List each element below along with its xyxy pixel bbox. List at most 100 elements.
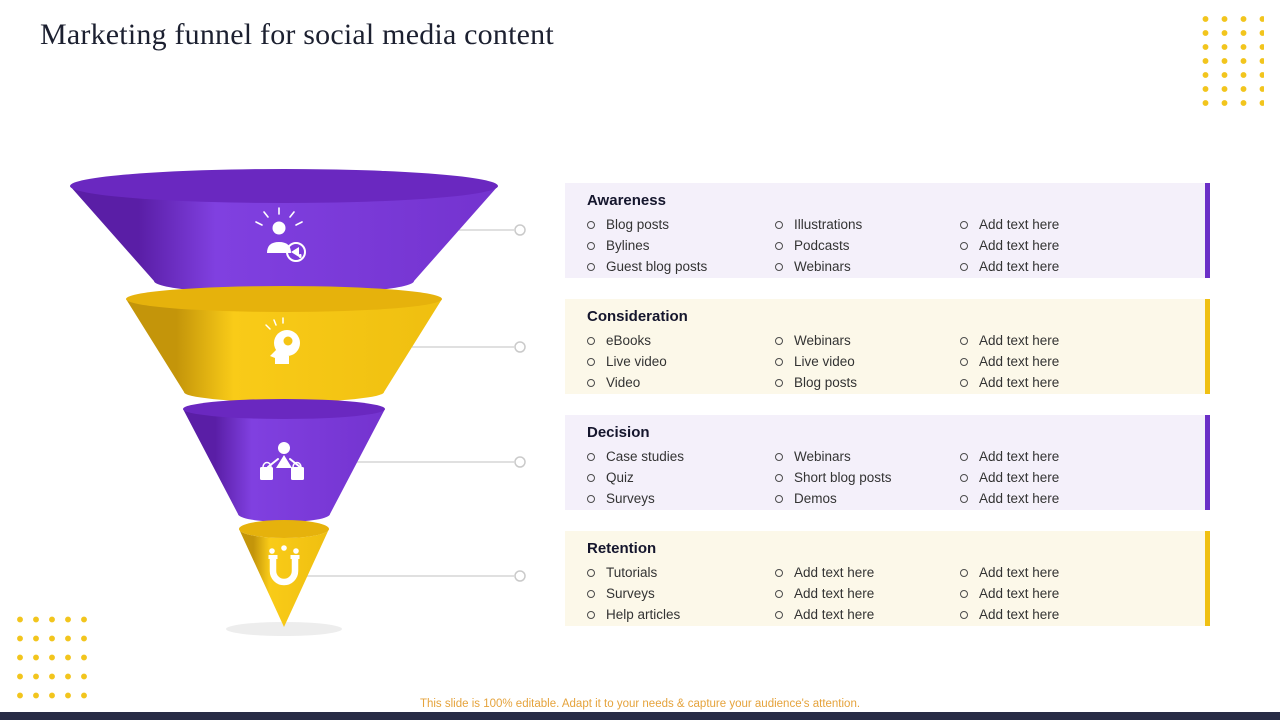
placeholder-text[interactable]: Add text here — [794, 565, 875, 580]
list-item: Demos — [775, 488, 960, 509]
bullet-icon — [960, 336, 968, 345]
list-item: Webinars — [775, 446, 960, 467]
section-columns: Blog posts Bylines Guest blog posts Illu… — [587, 214, 1192, 277]
placeholder-text[interactable]: Add text here — [979, 470, 1060, 485]
placeholder-text[interactable]: Add text here — [979, 375, 1060, 390]
list-item: Bylines — [587, 235, 775, 256]
section-column: Add text here Add text here Add text her… — [960, 562, 1192, 625]
slide-title: Marketing funnel for social media conten… — [40, 18, 554, 51]
connector-dots — [514, 224, 526, 582]
connector-lines — [307, 229, 514, 577]
section-column: Webinars Short blog posts Demos — [775, 446, 960, 509]
accent-bar — [1205, 531, 1210, 626]
item-label: Demos — [794, 491, 837, 506]
item-label: Live video — [606, 354, 667, 369]
section-column: Webinars Live video Blog posts — [775, 330, 960, 393]
section-decision: Decision Case studies Quiz Surveys Webin… — [565, 415, 1210, 510]
list-item: Blog posts — [587, 214, 775, 235]
list-item[interactable]: Add text here — [775, 583, 960, 604]
bullet-icon — [960, 568, 968, 577]
funnel-stage-retention — [239, 520, 329, 627]
accent-bar — [1205, 183, 1210, 278]
bullet-icon — [775, 452, 783, 461]
list-item[interactable]: Add text here — [960, 583, 1192, 604]
section-title: Decision — [587, 424, 650, 441]
section-title: Consideration — [587, 308, 688, 325]
bullet-icon — [587, 452, 595, 461]
bullet-icon — [960, 262, 968, 271]
bullet-icon — [775, 220, 783, 229]
bullet-icon — [960, 220, 968, 229]
bullet-icon — [960, 494, 968, 503]
item-label: Blog posts — [794, 375, 858, 390]
list-item[interactable]: Add text here — [960, 330, 1192, 351]
list-item: Surveys — [587, 583, 775, 604]
list-item[interactable]: Add text here — [960, 562, 1192, 583]
list-item: Guest blog posts — [587, 256, 775, 277]
list-item[interactable]: Add text here — [960, 467, 1192, 488]
bullet-icon — [775, 336, 783, 345]
bullet-icon — [960, 452, 968, 461]
list-item: eBooks — [587, 330, 775, 351]
list-item[interactable]: Add text here — [960, 214, 1192, 235]
bullet-icon — [775, 589, 783, 598]
placeholder-text[interactable]: Add text here — [794, 586, 875, 601]
section-awareness: Awareness Blog posts Bylines Guest blog … — [565, 183, 1210, 278]
placeholder-text[interactable]: Add text here — [979, 354, 1060, 369]
list-item[interactable]: Add text here — [960, 372, 1192, 393]
item-label: eBooks — [606, 333, 652, 348]
list-item[interactable]: Add text here — [960, 256, 1192, 277]
section-column: Add text here Add text here Add text her… — [960, 330, 1192, 393]
list-item: Video — [587, 372, 775, 393]
funnel-stage-consideration — [126, 286, 442, 402]
section-column: Tutorials Surveys Help articles — [587, 562, 775, 625]
placeholder-text[interactable]: Add text here — [979, 565, 1060, 580]
item-label: Webinars — [794, 333, 851, 348]
section-consideration: Consideration eBooks Live video Video We… — [565, 299, 1210, 394]
bullet-icon — [775, 610, 783, 619]
item-label: Bylines — [606, 238, 650, 253]
bullet-icon — [587, 610, 595, 619]
list-item[interactable]: Add text here — [960, 235, 1192, 256]
placeholder-text[interactable]: Add text here — [979, 259, 1060, 274]
list-item: Illustrations — [775, 214, 960, 235]
list-item: Quiz — [587, 467, 775, 488]
item-label: Video — [606, 375, 641, 390]
list-item[interactable]: Add text here — [960, 604, 1192, 625]
accent-bar — [1205, 415, 1210, 510]
list-item[interactable]: Add text here — [960, 488, 1192, 509]
item-label: Podcasts — [794, 238, 850, 253]
bullet-icon — [775, 494, 783, 503]
placeholder-text[interactable]: Add text here — [979, 449, 1060, 464]
list-item[interactable]: Add text here — [775, 562, 960, 583]
bullet-icon — [775, 568, 783, 577]
placeholder-text[interactable]: Add text here — [979, 586, 1060, 601]
placeholder-text[interactable]: Add text here — [979, 607, 1060, 622]
section-column: eBooks Live video Video — [587, 330, 775, 393]
bullet-icon — [960, 610, 968, 619]
section-columns: eBooks Live video Video Webinars Live vi… — [587, 330, 1192, 393]
item-label: Surveys — [606, 586, 655, 601]
placeholder-text[interactable]: Add text here — [979, 238, 1060, 253]
list-item: Help articles — [587, 604, 775, 625]
bullet-icon — [587, 494, 595, 503]
list-item[interactable]: Add text here — [960, 446, 1192, 467]
placeholder-text[interactable]: Add text here — [979, 491, 1060, 506]
list-item[interactable]: Add text here — [960, 351, 1192, 372]
item-label: Illustrations — [794, 217, 863, 232]
list-item: Tutorials — [587, 562, 775, 583]
bullet-icon — [587, 568, 595, 577]
bullet-icon — [587, 378, 595, 387]
bullet-icon — [775, 378, 783, 387]
placeholder-text[interactable]: Add text here — [979, 333, 1060, 348]
placeholder-text[interactable]: Add text here — [794, 607, 875, 622]
bullet-icon — [775, 262, 783, 271]
list-item[interactable]: Add text here — [775, 604, 960, 625]
section-column: Case studies Quiz Surveys — [587, 446, 775, 509]
placeholder-text[interactable]: Add text here — [979, 217, 1060, 232]
footer-note: This slide is 100% editable. Adapt it to… — [419, 698, 861, 710]
item-label: Short blog posts — [794, 470, 892, 485]
item-label: Help articles — [606, 607, 681, 622]
bullet-icon — [587, 589, 595, 598]
magnet-icon — [268, 545, 300, 586]
